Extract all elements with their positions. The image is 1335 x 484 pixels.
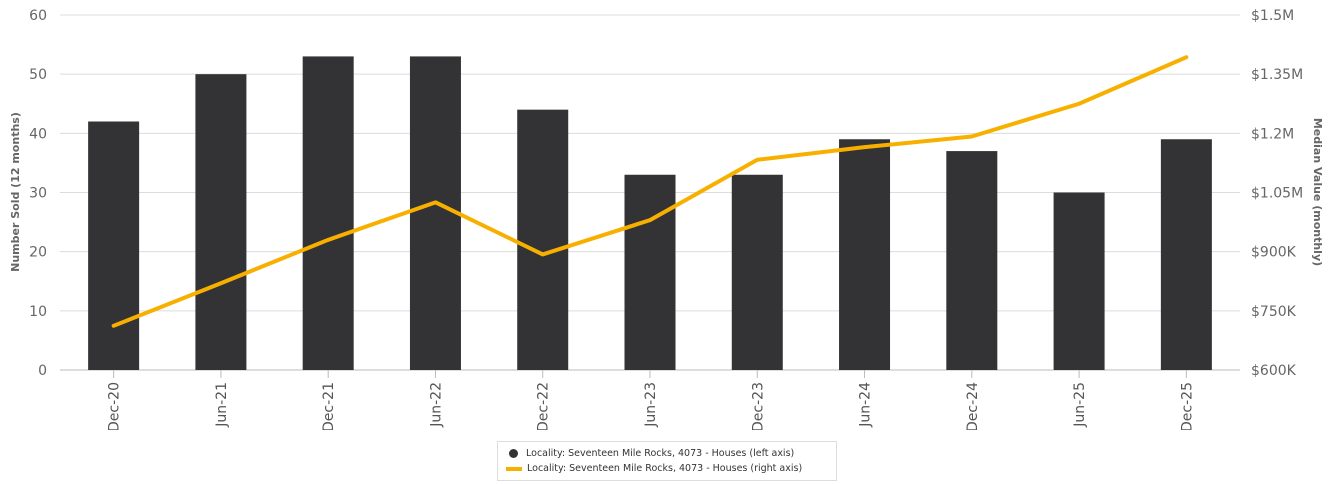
left-axis-ticks: 0 10 20 30 40 50 60 (29, 8, 47, 379)
x-tick-label: Dec-20 (107, 382, 123, 430)
bar[interactable] (1053, 192, 1105, 371)
x-axis-ticks: Dec-20 Jun-21 Dec-21 Jun-22 Dec-22 Jun-23 Dec-… (107, 370, 1195, 430)
median-value-line[interactable] (111, 55, 1189, 328)
left-tick-label: 10 (29, 304, 47, 320)
left-tick-label: 30 (29, 186, 47, 202)
line-series (111, 55, 1189, 328)
right-axis-title: Median Value (monthly) (1311, 118, 1324, 266)
left-axis-title: Number Sold (12 months) (9, 112, 22, 272)
x-tick-label: Jun-21 (214, 382, 230, 428)
bar[interactable] (731, 174, 783, 370)
x-tick-label: Jun-25 (1072, 382, 1088, 428)
x-tick-label: Dec-22 (536, 382, 552, 430)
legend-item-line[interactable]: Locality: Seventeen Mile Rocks, 4073 - H… (506, 461, 828, 476)
chart: 0 10 20 30 40 50 60 $600K $750K $900K $1.05M $1.2M… (9, 8, 1324, 430)
bar[interactable] (302, 56, 354, 371)
left-tick-label: 0 (38, 363, 47, 379)
right-tick-label: $750K (1251, 304, 1297, 320)
bar[interactable] (1160, 139, 1212, 370)
x-tick-label: Jun-24 (858, 382, 874, 428)
bar[interactable] (517, 109, 569, 371)
bar[interactable] (839, 139, 891, 370)
bar-series (88, 56, 1212, 371)
left-tick-label: 50 (29, 67, 47, 83)
legend-dot-icon (509, 449, 518, 458)
bar[interactable] (946, 151, 998, 370)
right-tick-label: $1.05M (1251, 186, 1303, 202)
bar[interactable] (195, 74, 247, 371)
x-tick-label: Jun-23 (643, 382, 659, 428)
bar[interactable] (88, 121, 140, 371)
x-tick-label: Dec-23 (750, 382, 766, 430)
right-tick-label: $900K (1251, 245, 1297, 261)
legend: Locality: Seventeen Mile Rocks, 4073 - H… (497, 441, 837, 481)
bar[interactable] (624, 174, 676, 370)
x-tick-label: Dec-21 (321, 382, 337, 430)
right-tick-label: $600K (1251, 363, 1297, 379)
right-tick-label: $1.35M (1251, 67, 1303, 83)
legend-label-bars: Locality: Seventeen Mile Rocks, 4073 - H… (526, 448, 795, 459)
left-tick-label: 20 (29, 245, 47, 261)
x-tick-label: Dec-25 (1179, 382, 1195, 430)
left-tick-label: 60 (29, 8, 47, 24)
legend-item-bars[interactable]: Locality: Seventeen Mile Rocks, 4073 - H… (506, 446, 828, 461)
x-tick-label: Dec-24 (965, 382, 981, 430)
left-tick-label: 40 (29, 126, 47, 142)
bar[interactable] (409, 56, 461, 371)
right-axis-ticks: $600K $750K $900K $1.05M $1.2M $1.35M $1.5M (1251, 8, 1303, 379)
x-tick-label: Jun-22 (428, 382, 444, 428)
legend-label-line: Locality: Seventeen Mile Rocks, 4073 - H… (527, 463, 803, 474)
right-tick-label: $1.5M (1251, 8, 1294, 24)
right-tick-label: $1.2M (1251, 126, 1294, 142)
legend-line-icon (506, 466, 522, 471)
